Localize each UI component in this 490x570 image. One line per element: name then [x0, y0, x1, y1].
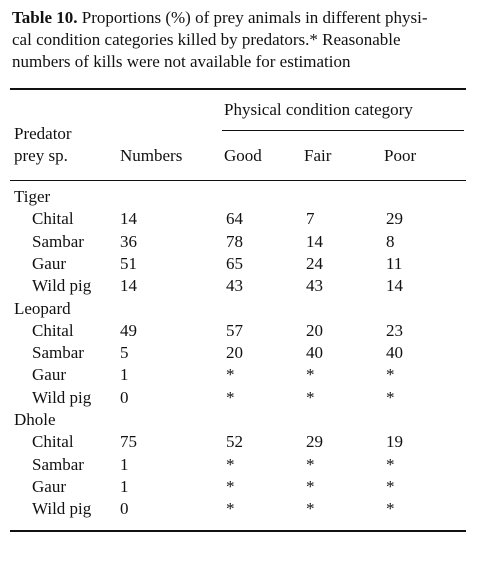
cell: 0	[120, 499, 129, 519]
cell: *	[306, 476, 315, 496]
row-label: Sambar	[32, 454, 84, 474]
header-rule	[10, 180, 466, 181]
caption-text: Proportions (%) of prey animals in diffe…	[81, 8, 428, 27]
cell: *	[386, 365, 395, 385]
cell: 29	[386, 209, 403, 229]
cell: 20	[306, 320, 323, 340]
cell: *	[386, 476, 395, 496]
cell: 1	[120, 454, 129, 474]
row-label: Gaur	[32, 253, 66, 273]
row-label: Gaur	[32, 476, 66, 496]
cell: 49	[120, 320, 137, 340]
cell: 52	[226, 432, 243, 452]
cell: *	[226, 454, 235, 474]
cell: 14	[120, 209, 137, 229]
cell: *	[306, 365, 315, 385]
cell: 8	[386, 231, 395, 251]
cell: *	[306, 387, 315, 407]
cell: 11	[386, 253, 403, 273]
cell: 0	[120, 387, 129, 407]
cell: 14	[120, 276, 137, 296]
cell: *	[306, 499, 315, 519]
cell: 7	[306, 209, 315, 229]
cell: 1	[120, 365, 129, 385]
row-label: Sambar	[32, 231, 84, 251]
row-label: Sambar	[32, 343, 84, 363]
cell: 20	[226, 343, 243, 363]
row-label: Wild pig	[32, 499, 92, 519]
cell: 40	[306, 343, 323, 363]
caption-line: Table 10. Proportions (%) of prey animal…	[12, 8, 428, 28]
group-label: Leopard	[14, 298, 71, 318]
caption-label: Table 10.	[12, 8, 78, 27]
cell: 14	[386, 276, 403, 296]
cell: 40	[386, 343, 403, 363]
cell: 24	[306, 253, 323, 273]
row-label: Chital	[32, 209, 74, 229]
cell: 19	[386, 432, 403, 452]
spanner-rule	[222, 130, 464, 131]
column-header: Numbers	[120, 146, 183, 165]
group-label: Dhole	[14, 410, 56, 429]
column-header: Good	[224, 146, 262, 165]
caption-text: numbers of kills were not available for …	[12, 52, 351, 71]
cell: 29	[306, 432, 323, 452]
cell: 65	[226, 253, 243, 273]
cell: *	[226, 499, 235, 519]
row-label: Wild pig	[32, 387, 92, 407]
cell: 23	[386, 320, 403, 340]
cell: 43	[306, 276, 323, 296]
cell: *	[306, 454, 315, 474]
cell: 5	[120, 343, 129, 363]
column-header: Predator	[14, 124, 72, 143]
cell: 51	[120, 253, 137, 273]
cell: *	[226, 387, 235, 407]
cell: *	[386, 499, 395, 519]
row-label: Gaur	[32, 365, 66, 385]
cell: 36	[120, 231, 137, 251]
bottom-rule	[10, 530, 466, 532]
row-label: Chital	[32, 320, 74, 340]
group-label: Tiger	[14, 187, 51, 206]
cell: *	[226, 476, 235, 496]
cell: *	[386, 454, 395, 474]
cell: 75	[120, 432, 137, 452]
cell: *	[386, 387, 395, 407]
cell: 78	[226, 231, 243, 251]
column-header: Fair	[304, 146, 332, 165]
cell: 64	[226, 209, 243, 229]
cell: 43	[226, 276, 243, 296]
cell: 57	[226, 320, 243, 340]
row-label: Wild pig	[32, 276, 92, 296]
column-header: Poor	[384, 146, 417, 165]
cell: 1	[120, 476, 129, 496]
cell: 14	[306, 231, 323, 251]
column-header: prey sp.	[14, 146, 68, 165]
cell: *	[226, 365, 235, 385]
row-label: Chital	[32, 432, 74, 452]
caption-text: cal condition categories killed by preda…	[12, 30, 401, 49]
top-rule	[10, 88, 466, 90]
spanner-header: Physical condition category	[224, 100, 413, 119]
